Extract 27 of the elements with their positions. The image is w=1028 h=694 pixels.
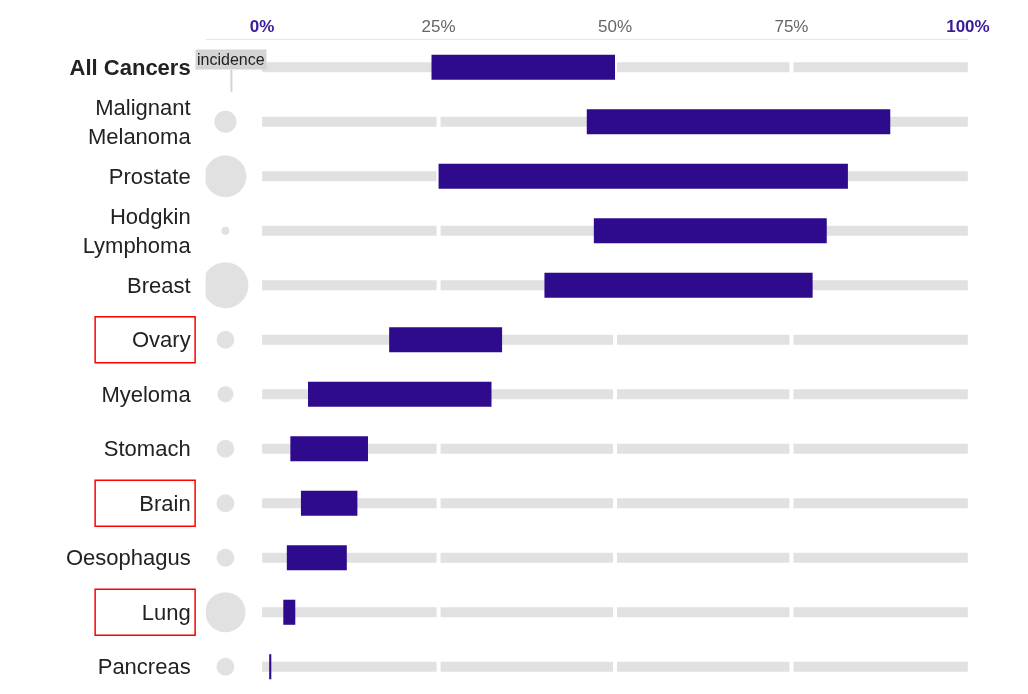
- x-tick-label: 0%: [249, 17, 275, 37]
- bar: [593, 218, 827, 244]
- y-tick-label: Breast: [127, 272, 191, 298]
- y-tick-label: Prostate: [108, 163, 191, 189]
- text: incidence: [197, 51, 265, 68]
- y-tick-label: Malignant Melanoma: [87, 95, 192, 149]
- bar: [290, 436, 368, 462]
- y-tick-label: Pancreas: [97, 654, 191, 680]
- y-tick-label: Ovary: [131, 327, 191, 353]
- bar: [269, 654, 272, 680]
- y-tick-label: Brain: [139, 490, 191, 516]
- y-tick-label: All Cancers: [69, 54, 191, 80]
- bar: [389, 327, 503, 353]
- y-tick-label: Stomach: [103, 436, 191, 462]
- bar: [286, 545, 347, 571]
- x-tick-label: 25%: [421, 17, 456, 37]
- y-tick-label: Lung: [141, 599, 191, 625]
- y-tick-label: Myeloma: [101, 381, 192, 407]
- x-tick-label: 50%: [597, 17, 633, 37]
- bar: [308, 381, 492, 407]
- bar: [300, 490, 358, 516]
- x-tick-label: 100%: [946, 17, 990, 37]
- y-tick-label: Oesophagus: [65, 545, 191, 571]
- x-tick-label: 75%: [774, 17, 809, 37]
- y-tick-label: Hodgkin Lymphoma: [82, 204, 192, 258]
- bar: [431, 54, 616, 80]
- bar: [283, 599, 296, 625]
